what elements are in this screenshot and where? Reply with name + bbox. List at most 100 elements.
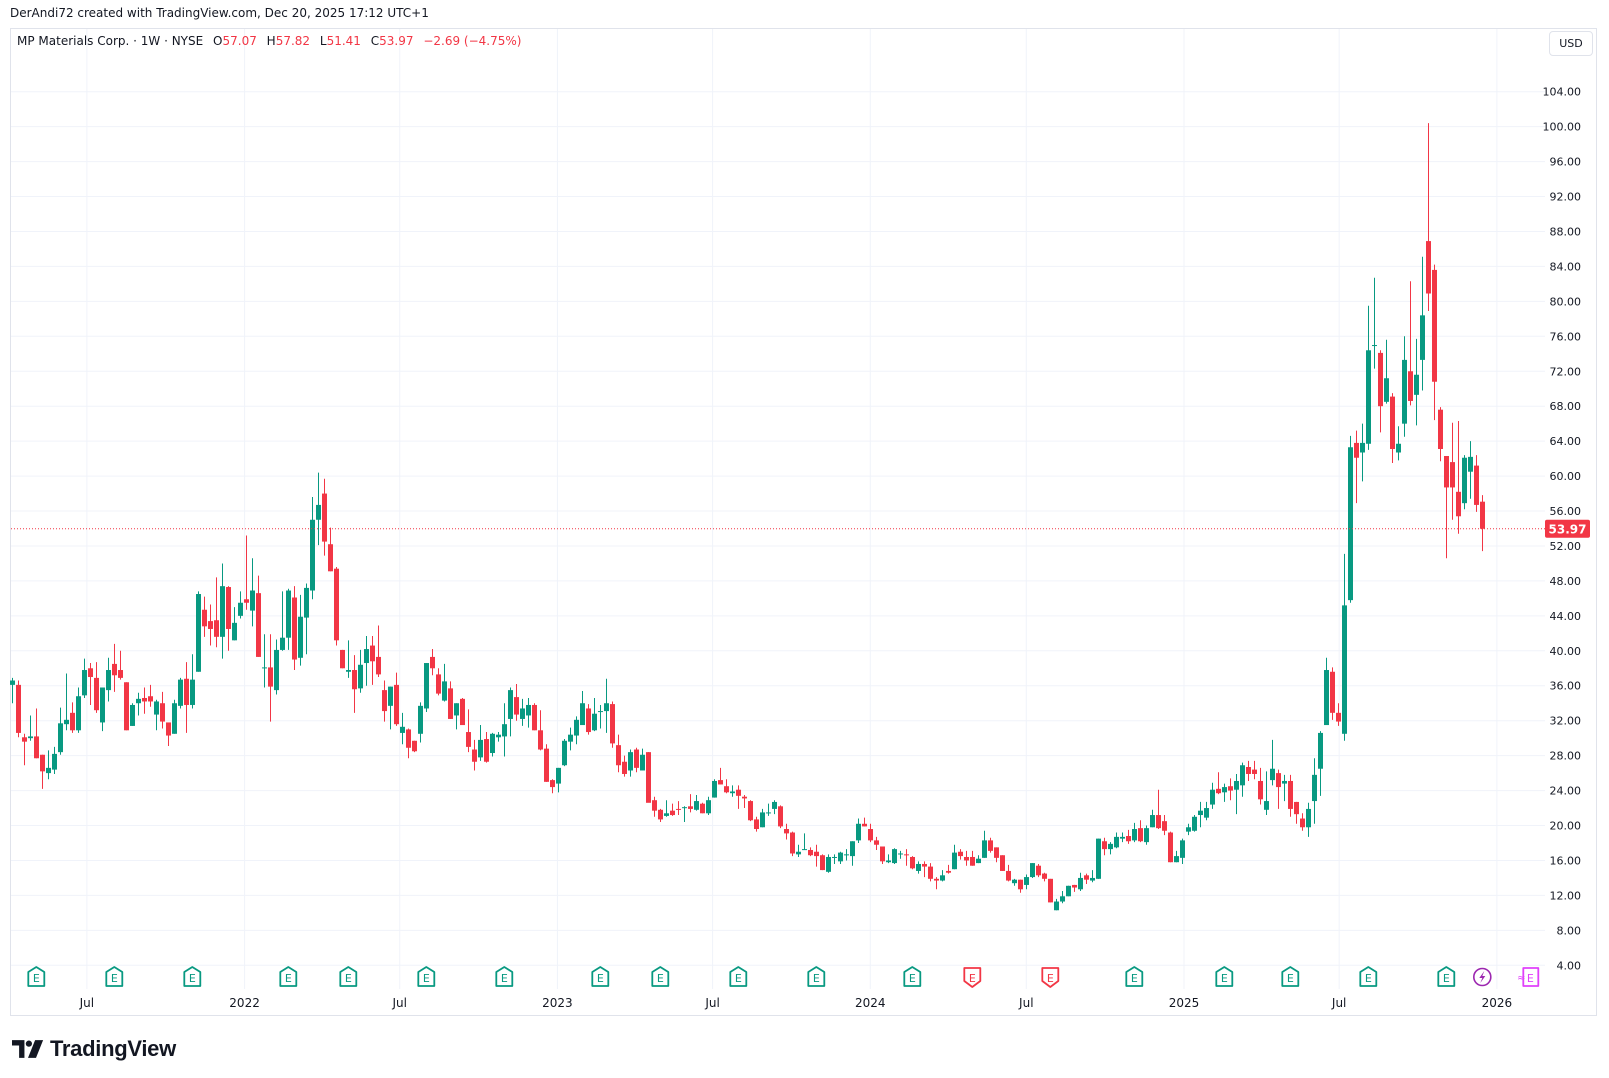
candle[interactable] (1162, 815, 1167, 836)
candle[interactable] (514, 684, 519, 721)
candle[interactable] (76, 687, 81, 733)
candle[interactable] (358, 649, 363, 693)
candle[interactable] (484, 732, 489, 763)
candle[interactable] (508, 687, 513, 737)
candle[interactable] (778, 805, 783, 829)
candle[interactable] (1438, 407, 1443, 462)
candle[interactable] (1216, 772, 1221, 795)
candle[interactable] (1384, 339, 1389, 404)
candle[interactable] (412, 740, 417, 753)
earnings-icon[interactable]: E (279, 966, 298, 987)
candle[interactable] (28, 715, 33, 741)
candle[interactable] (1000, 855, 1005, 871)
earnings-icon[interactable]: E (807, 966, 826, 987)
candle[interactable] (1036, 863, 1041, 878)
candle[interactable] (214, 577, 219, 648)
candle[interactable] (418, 702, 423, 743)
candle[interactable] (1378, 350, 1383, 433)
candle[interactable] (172, 699, 177, 734)
candle[interactable] (346, 640, 351, 678)
candle[interactable] (340, 649, 345, 669)
candle[interactable] (844, 849, 849, 861)
candle[interactable] (748, 800, 753, 822)
candle[interactable] (868, 823, 873, 843)
candle[interactable] (934, 877, 939, 890)
candle[interactable] (634, 747, 639, 773)
candle[interactable] (364, 635, 369, 686)
candle[interactable] (1168, 831, 1173, 863)
candle[interactable] (682, 806, 687, 823)
candle[interactable] (700, 802, 705, 814)
candle[interactable] (310, 497, 315, 600)
earnings-icon[interactable]: E (495, 966, 514, 987)
candle[interactable] (202, 596, 207, 637)
candle[interactable] (964, 850, 969, 866)
candle[interactable] (538, 710, 543, 751)
candle[interactable] (1018, 879, 1023, 893)
currency-button[interactable]: USD (1549, 31, 1593, 56)
candle[interactable] (490, 732, 495, 757)
candle[interactable] (910, 856, 915, 870)
candle[interactable] (1480, 495, 1485, 552)
earnings-icon[interactable]: E (183, 966, 202, 987)
candle[interactable] (1426, 123, 1431, 311)
candle[interactable] (1354, 430, 1359, 504)
candle[interactable] (238, 591, 243, 619)
candle[interactable] (334, 566, 339, 646)
candle[interactable] (130, 703, 135, 726)
candle[interactable] (730, 785, 735, 797)
candle[interactable] (592, 697, 597, 732)
candle[interactable] (586, 704, 591, 735)
candle[interactable] (1276, 769, 1281, 809)
candle[interactable] (520, 698, 525, 726)
candle[interactable] (1234, 773, 1239, 815)
candle[interactable] (1024, 874, 1029, 890)
candle[interactable] (424, 663, 429, 712)
candle[interactable] (1144, 825, 1149, 845)
candle[interactable] (232, 607, 237, 641)
candle[interactable] (694, 794, 699, 811)
candle[interactable] (1210, 782, 1215, 809)
candle[interactable] (976, 855, 981, 864)
candle[interactable] (610, 701, 615, 748)
candle[interactable] (382, 680, 387, 722)
candle[interactable] (958, 849, 963, 860)
candle[interactable] (268, 634, 273, 722)
candle[interactable] (1174, 850, 1179, 863)
candle[interactable] (1186, 823, 1191, 836)
earnings-icon[interactable]: E (1041, 967, 1060, 988)
candle[interactable] (796, 844, 801, 857)
candle[interactable] (472, 739, 477, 771)
earnings-icon[interactable]: E (903, 966, 922, 987)
candle[interactable] (1120, 832, 1125, 843)
candle[interactable] (1054, 898, 1059, 911)
candle[interactable] (994, 847, 999, 863)
candle[interactable] (856, 818, 861, 843)
candle[interactable] (40, 754, 45, 789)
candle[interactable] (1462, 455, 1467, 510)
candle[interactable] (154, 699, 159, 731)
candle[interactable] (772, 800, 777, 815)
earnings-icon[interactable]: E (417, 966, 436, 987)
candle[interactable] (1408, 281, 1413, 406)
candle[interactable] (496, 732, 501, 742)
candle[interactable] (676, 801, 681, 816)
candle[interactable] (1198, 801, 1203, 828)
candle[interactable] (562, 739, 567, 767)
candle[interactable] (106, 657, 111, 702)
candle[interactable] (544, 744, 549, 782)
candle[interactable] (160, 691, 165, 729)
candle[interactable] (466, 709, 471, 753)
candle[interactable] (1294, 801, 1299, 824)
candle[interactable] (10, 677, 15, 704)
candle[interactable] (46, 750, 51, 780)
candle[interactable] (754, 816, 759, 832)
candle[interactable] (1222, 783, 1227, 802)
candle[interactable] (1342, 553, 1347, 741)
candle[interactable] (790, 831, 795, 857)
candle[interactable] (298, 594, 303, 666)
candle[interactable] (838, 851, 843, 864)
candle[interactable] (1030, 863, 1035, 878)
candle[interactable] (436, 668, 441, 696)
